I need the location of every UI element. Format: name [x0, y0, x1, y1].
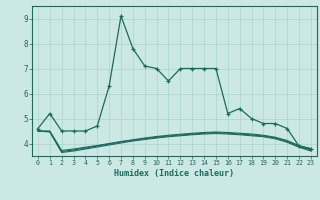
X-axis label: Humidex (Indice chaleur): Humidex (Indice chaleur)	[115, 169, 234, 178]
